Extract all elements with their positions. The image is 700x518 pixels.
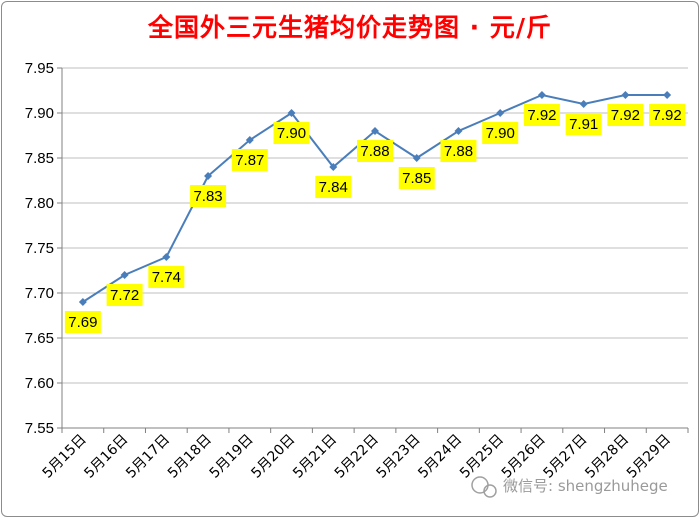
data-label: 7.88 bbox=[444, 143, 473, 160]
x-tick-label: 5月23日 bbox=[374, 432, 424, 482]
x-tick-label: 5月22日 bbox=[332, 432, 382, 482]
x-tick-label: 5月17日 bbox=[123, 432, 173, 482]
chart-title: 全国外三元生猪均价走势图 · 元/斤 bbox=[147, 13, 553, 42]
data-label: 7.90 bbox=[486, 125, 515, 142]
data-point bbox=[287, 109, 296, 117]
x-tick-label: 5月28日 bbox=[582, 432, 632, 482]
y-tick-label: 7.80 bbox=[25, 195, 54, 212]
x-tick-label: 5月20日 bbox=[248, 432, 298, 482]
x-tick-label: 5月24日 bbox=[415, 432, 465, 482]
data-label-box bbox=[273, 122, 310, 144]
data-point bbox=[579, 100, 588, 108]
data-label: 7.72 bbox=[110, 287, 139, 304]
y-tick-label: 7.70 bbox=[25, 285, 54, 302]
data-label-box bbox=[231, 149, 268, 171]
data-label: 7.92 bbox=[653, 107, 682, 124]
x-tick-label: 5月29日 bbox=[624, 432, 674, 482]
y-tick-label: 7.90 bbox=[25, 105, 54, 122]
data-point bbox=[78, 298, 87, 306]
data-label-box bbox=[440, 140, 477, 162]
y-tick-label: 7.95 bbox=[25, 60, 54, 77]
data-label: 7.83 bbox=[193, 188, 222, 205]
y-tick-label: 7.75 bbox=[25, 240, 54, 257]
data-point bbox=[663, 91, 672, 99]
data-point bbox=[162, 253, 171, 261]
y-axis-ticks: 7.55 7.60 7.65 7.70 7.75 7.80 7.85 7.90 7.95 bbox=[25, 60, 62, 437]
data-label: 7.88 bbox=[360, 143, 389, 160]
data-label: 7.87 bbox=[235, 152, 264, 169]
data-label-box bbox=[607, 104, 644, 126]
data-point bbox=[537, 91, 546, 99]
data-point bbox=[371, 127, 379, 135]
y-tick-label: 7.55 bbox=[25, 420, 54, 437]
data-label-box bbox=[315, 176, 352, 198]
y-tick-label: 7.60 bbox=[25, 375, 54, 392]
data-label: 7.91 bbox=[569, 116, 598, 133]
data-label: 7.92 bbox=[527, 107, 556, 124]
y-tick-label: 7.65 bbox=[25, 330, 54, 347]
data-point bbox=[204, 172, 213, 180]
data-label-box bbox=[523, 104, 560, 126]
y-tick-label: 7.85 bbox=[25, 150, 54, 167]
data-point bbox=[621, 91, 630, 99]
data-label-box bbox=[148, 266, 185, 288]
x-tick-label: 5月15日 bbox=[40, 432, 90, 482]
data-label: 7.85 bbox=[402, 170, 431, 187]
data-label-box bbox=[106, 284, 143, 306]
x-tick-label: 5月16日 bbox=[81, 432, 131, 482]
data-label: 7.74 bbox=[152, 269, 181, 286]
x-axis-ticks: 5月15日5月16日5月17日5月18日5月19日5月20日5月21日5月22日… bbox=[40, 428, 689, 482]
x-tick-label: 5月26日 bbox=[499, 432, 549, 482]
data-labels: 7.69 7.72 7.74 7.83 7.87 7.90 7.84 7.88 7.85 7.88… bbox=[64, 104, 686, 333]
data-label-box bbox=[190, 185, 227, 207]
x-tick-label: 5月27日 bbox=[540, 432, 590, 482]
x-tick-label: 5月19日 bbox=[207, 432, 257, 482]
watermark-text: 微信号: shengzhuhege bbox=[503, 477, 668, 495]
watermark: 微信号: shengzhuhege bbox=[471, 476, 668, 498]
data-label-box bbox=[565, 113, 602, 135]
x-tick-label: 5月25日 bbox=[457, 432, 507, 482]
data-point bbox=[245, 136, 254, 144]
wechat-icon bbox=[471, 476, 497, 498]
x-tick-label: 5月18日 bbox=[165, 432, 215, 482]
series-line bbox=[78, 91, 672, 306]
data-point bbox=[120, 271, 129, 279]
data-point bbox=[496, 109, 505, 117]
data-label: 7.90 bbox=[277, 125, 306, 142]
data-point bbox=[412, 154, 421, 162]
data-label-box bbox=[357, 140, 393, 162]
data-point bbox=[454, 127, 463, 135]
data-label-box bbox=[649, 104, 686, 126]
data-label: 7.69 bbox=[68, 314, 97, 331]
x-tick-label: 5月21日 bbox=[290, 432, 340, 482]
data-point bbox=[329, 163, 338, 171]
data-label: 7.92 bbox=[611, 107, 640, 124]
data-label-box bbox=[482, 122, 519, 144]
data-label: 7.84 bbox=[319, 179, 348, 196]
data-label-box bbox=[64, 311, 101, 333]
data-label-box bbox=[398, 167, 435, 189]
